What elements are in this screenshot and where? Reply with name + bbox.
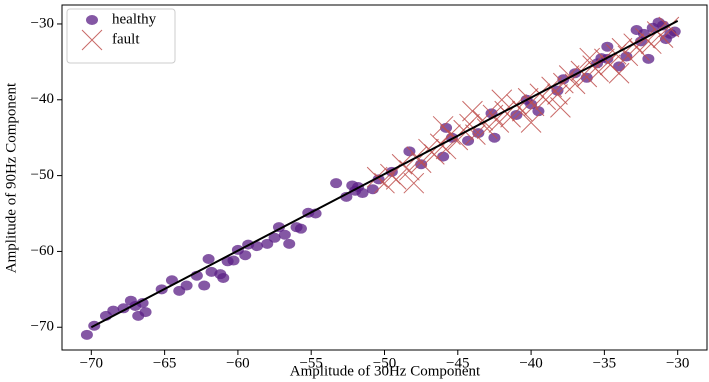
fault-point: [608, 62, 630, 84]
fault-point: [462, 100, 483, 122]
healthy-point: [551, 85, 564, 96]
healthy-point: [136, 297, 149, 308]
fault-point: [410, 152, 432, 174]
healthy-point: [139, 307, 152, 318]
healthy-point: [261, 238, 274, 249]
fault-point: [423, 144, 445, 165]
fault-point: [403, 172, 425, 194]
y-tick-label: −30: [31, 15, 54, 31]
y-tick-label: −60: [31, 243, 54, 259]
healthy-point: [440, 122, 453, 133]
fault-point: [465, 124, 486, 146]
healthy-point: [356, 188, 369, 199]
healthy-point: [227, 255, 240, 266]
healthy-point: [613, 61, 626, 72]
legend-label: healthy: [112, 11, 157, 27]
healthy-point: [294, 223, 307, 234]
fault-point: [500, 106, 521, 128]
plot-frame: [61, 4, 708, 351]
fault-point: [488, 112, 510, 133]
legend-swatch: [86, 15, 98, 25]
healthy-point: [180, 280, 193, 291]
y-tick-label: −40: [31, 91, 54, 107]
x-tick-label: −50: [373, 355, 396, 371]
healthy-point: [510, 109, 523, 120]
healthy-point: [601, 41, 614, 52]
healthy-point: [330, 178, 343, 189]
x-tick-label: −45: [446, 355, 469, 371]
healthy-point: [217, 272, 230, 283]
healthy-point: [278, 229, 291, 240]
legend-label: fault: [112, 31, 140, 47]
legend-swatch: [81, 29, 103, 51]
healthy-point: [462, 135, 475, 146]
healthy-point: [525, 99, 538, 110]
fault-point: [617, 45, 639, 67]
healthy-point: [202, 254, 215, 265]
healthy-point: [488, 132, 501, 143]
fault-point: [520, 112, 542, 133]
healthy-point: [437, 151, 450, 162]
fault-point: [640, 33, 662, 55]
healthy-point: [340, 191, 353, 202]
healthy-point: [80, 329, 93, 340]
healthy-point: [659, 34, 672, 45]
x-tick-label: −70: [80, 355, 103, 371]
healthy-point: [272, 222, 285, 233]
x-axis-label: Amplitude of 30Hz Component: [290, 363, 481, 379]
fit-line: [90, 20, 679, 329]
fault-point: [491, 89, 513, 111]
fault-point: [385, 169, 407, 190]
x-tick-label: −60: [226, 355, 249, 371]
healthy-point: [117, 303, 130, 314]
fault-point: [658, 16, 680, 38]
y-axis-label: Amplitude of 90Hz Component: [3, 82, 19, 273]
healthy-point: [268, 232, 281, 243]
x-tick-label: −65: [153, 355, 176, 371]
x-tick-label: −55: [299, 355, 322, 371]
x-tick-label: −40: [519, 355, 542, 371]
fault-point: [579, 47, 601, 69]
healthy-point: [239, 250, 252, 261]
fault-point: [432, 115, 454, 137]
healthy-point: [198, 280, 211, 291]
fault-point: [476, 118, 498, 139]
x-tick-label: −35: [593, 355, 616, 371]
fault-point: [435, 138, 457, 160]
healthy-point: [250, 241, 263, 252]
fault-point: [576, 66, 598, 88]
fault-point: [550, 97, 571, 118]
x-tick-label: −30: [666, 355, 689, 371]
y-tick-label: −50: [31, 167, 54, 183]
fault-point: [459, 113, 480, 135]
y-tick-label: −70: [31, 319, 54, 335]
healthy-point: [283, 238, 296, 249]
